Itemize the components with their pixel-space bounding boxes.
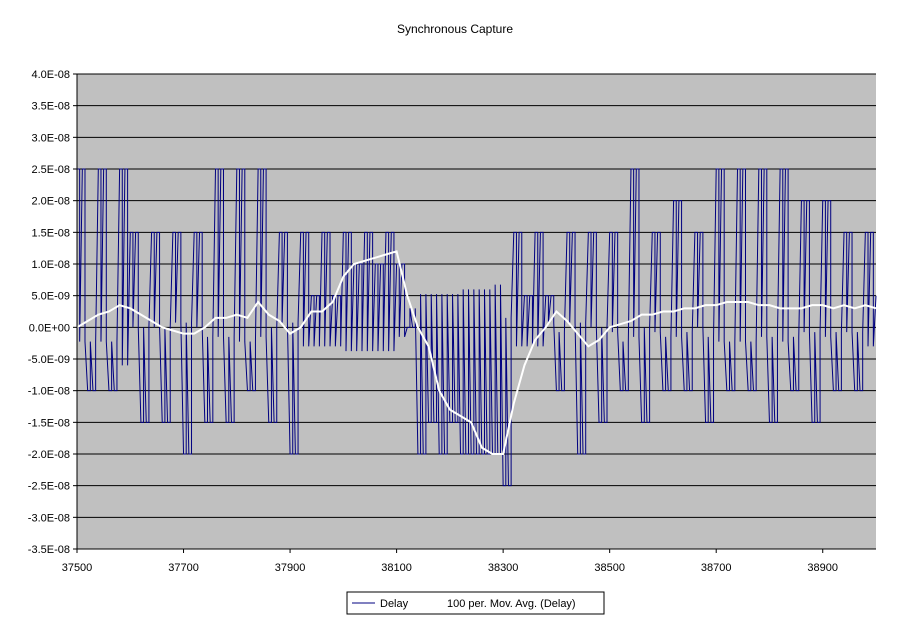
x-axis-ticks: 37500 37700 37900 38100 38300 38500 38700 38900 — [62, 549, 838, 574]
gridlines — [77, 73, 876, 550]
x-tick-label: 38500 — [594, 562, 625, 574]
y-tick-label: 3.0E-08 — [31, 132, 70, 144]
x-tick-label: 38100 — [381, 562, 412, 574]
plot-area — [77, 74, 876, 549]
y-tick-label: 0.0E+00 — [29, 322, 70, 334]
chart-title: Synchronous Capture — [397, 22, 513, 36]
x-tick-label: 37900 — [275, 562, 306, 574]
legend-box — [346, 591, 605, 615]
y-tick-label: -1.5E-08 — [28, 417, 70, 429]
y-tick-label: -5.0E-09 — [28, 354, 70, 366]
y-tick-label: 2.0E-08 — [31, 196, 70, 208]
legend-label-moving-average: 100 per. Mov. Avg. (Delay) — [447, 598, 576, 610]
y-tick-label: 3.5E-08 — [31, 101, 70, 113]
y-tick-label: 5.0E-09 — [31, 291, 70, 303]
x-tick-label: 38900 — [807, 562, 838, 574]
series-line-moving-average — [76, 250, 877, 455]
legend-label-delay: Delay — [380, 598, 409, 610]
y-tick-label: 2.5E-08 — [31, 164, 70, 176]
y-tick-label: 4.0E-08 — [31, 69, 70, 81]
y-tick-label: -2.5E-08 — [28, 481, 70, 493]
x-tick-label: 38300 — [488, 562, 519, 574]
x-tick-label: 38700 — [701, 562, 732, 574]
x-tick-label: 37500 — [62, 562, 93, 574]
y-tick-label: -3.5E-08 — [28, 544, 70, 556]
y-tick-label: 1.5E-08 — [31, 227, 70, 239]
y-axis-ticks: 4.0E-08 3.5E-08 3.0E-08 2.5E-08 2.0E-08 1.5E-… — [28, 69, 77, 556]
y-tick-label: -1.0E-08 — [28, 386, 70, 398]
y-tick-label: -2.0E-08 — [28, 449, 70, 461]
y-tick-label: -3.0E-08 — [28, 512, 70, 524]
series-line-delay — [77, 168, 877, 487]
x-tick-label: 37700 — [168, 562, 199, 574]
y-tick-label: 1.0E-08 — [31, 259, 70, 271]
legend: Delay 100 per. Mov. Avg. (Delay) — [346, 591, 605, 615]
